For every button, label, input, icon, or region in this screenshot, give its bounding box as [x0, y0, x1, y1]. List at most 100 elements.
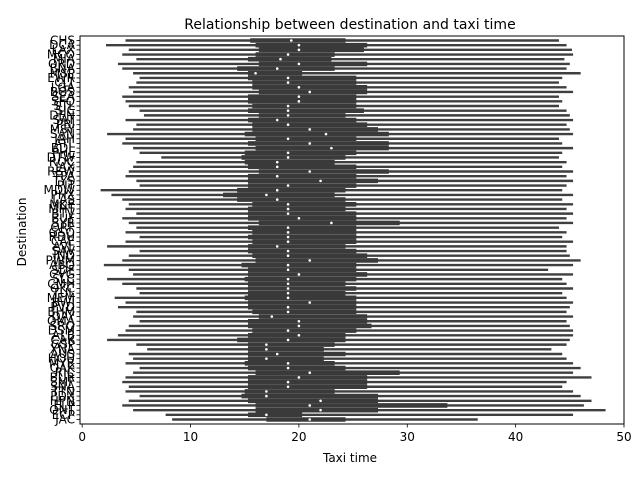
violin-atl	[122, 141, 563, 146]
violin-mke	[128, 201, 574, 207]
x-tick-label: 30	[400, 430, 415, 444]
median-point	[265, 343, 268, 346]
median-point	[286, 254, 290, 258]
y-tick-label: CMH	[47, 277, 75, 291]
y-tick-label: BUF	[51, 211, 75, 225]
violin-pvd	[117, 304, 570, 310]
violin-sjc	[139, 108, 567, 113]
median-point	[275, 67, 279, 70]
violin-mdw	[100, 187, 563, 193]
violin-dca	[106, 42, 567, 48]
violin-orf	[136, 225, 559, 230]
violin-sfo	[125, 99, 563, 104]
y-tick-label: ONT	[49, 403, 75, 417]
x-axis-title: Taxi time	[322, 451, 377, 465]
median-point	[297, 273, 301, 276]
y-tick-label: DTW	[47, 150, 76, 164]
y-tick-label: BNA	[50, 62, 76, 76]
y-tick-label: EWR	[47, 71, 75, 85]
y-tick-label: SAN	[50, 127, 75, 141]
violin-msy	[133, 127, 570, 132]
y-tick-label: ELP	[53, 398, 75, 412]
y-tick-label: ORF	[50, 221, 75, 235]
violin-bos	[133, 89, 574, 95]
y-tick-label: CLT	[54, 76, 75, 90]
y-tick-label: TUL	[51, 286, 75, 300]
violin-tys	[136, 178, 574, 184]
median-point	[286, 287, 290, 290]
y-tick-label: MCO	[47, 48, 75, 62]
median-point	[286, 137, 290, 141]
violin-cmh	[122, 281, 567, 287]
y-tick-label: PVD	[50, 300, 75, 314]
y-tick-label: SAV	[52, 244, 76, 258]
y-tick-label: JAC	[54, 413, 75, 427]
median-point	[297, 324, 301, 328]
y-axis-title: Destination	[15, 198, 29, 267]
y-tick-label: PHL	[52, 146, 75, 160]
y-tick-label: OAK	[50, 361, 76, 375]
violin-ewr	[139, 75, 563, 81]
median-point	[286, 235, 290, 239]
median-point	[286, 104, 290, 108]
y-tick-label: DCA	[49, 38, 76, 52]
x-axis: 0 10 20 30 40 50	[78, 424, 632, 444]
violin-cae	[125, 239, 574, 244]
violin-btv	[136, 211, 574, 216]
violin-slc	[107, 276, 563, 282]
y-tick-label: JAX	[54, 160, 75, 174]
y-tick-label: TYS	[52, 174, 75, 188]
median-point	[265, 413, 268, 417]
violin-pbi	[136, 122, 567, 128]
violin-gso	[125, 230, 567, 235]
median-point	[324, 132, 328, 136]
violin-mem	[114, 295, 567, 301]
median-point	[265, 390, 268, 393]
violin-elp	[122, 403, 584, 408]
y-tick-label: HOU	[48, 352, 75, 366]
y-tick-label: BHM	[47, 305, 75, 319]
violin-bdl	[133, 145, 574, 151]
x-tick-label: 40	[508, 430, 523, 444]
violin-dsm	[125, 328, 574, 333]
median-point	[330, 146, 333, 150]
y-tick-label: MIA	[53, 52, 76, 66]
y-tick-label: PHX	[51, 188, 75, 202]
y-tick-label: SEA	[52, 90, 76, 104]
violin-pit	[139, 183, 567, 188]
violin-srq	[128, 323, 570, 329]
violin-pwm	[122, 258, 581, 263]
median-point	[286, 385, 290, 389]
median-point	[308, 170, 312, 173]
median-point	[286, 263, 290, 267]
violin-cvg	[133, 272, 574, 277]
median-point	[275, 118, 279, 122]
y-tick-label: DAY	[51, 310, 75, 324]
median-point	[286, 109, 290, 112]
violin-oak	[139, 365, 581, 371]
median-point	[286, 123, 290, 127]
median-point	[286, 212, 290, 215]
violin-ttn	[125, 389, 574, 394]
violin-ecp	[165, 412, 574, 418]
violin-ont	[133, 407, 606, 413]
median-point	[286, 76, 290, 80]
median-point	[286, 380, 290, 384]
median-point	[265, 193, 268, 197]
violin-den	[143, 113, 570, 118]
chart-title: Relationship between destination and tax…	[184, 17, 515, 33]
median-point	[286, 338, 290, 342]
y-axis-tick-labels: CHSDCALAXMCOMIAORDBNAMSPEWRCLTLGABOSSEAS…	[44, 34, 80, 427]
violin-avl	[107, 244, 567, 249]
median-point	[308, 142, 312, 145]
violin-clt	[136, 80, 559, 85]
median-point	[286, 310, 290, 314]
violin-oma	[139, 318, 567, 324]
median-point	[308, 128, 312, 131]
y-tick-label: SJC	[55, 104, 75, 118]
median-point	[286, 202, 290, 206]
y-tick-label: RIC	[55, 366, 75, 380]
median-point	[308, 418, 312, 421]
median-point	[286, 53, 290, 56]
y-tick-label: IND	[53, 249, 75, 263]
